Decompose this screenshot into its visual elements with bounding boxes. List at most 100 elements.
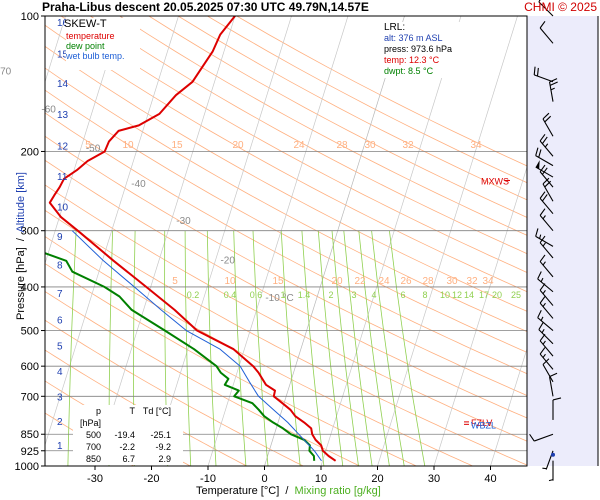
wind-barb-half-flag xyxy=(539,234,542,239)
wind-barb-flag xyxy=(539,208,546,216)
isotherm-line xyxy=(207,16,349,466)
wind-barb-half-flag xyxy=(544,143,549,148)
x-axis-label: Temperature [°C] / Mixing ratio [g/kg] xyxy=(196,485,381,497)
wind-barb xyxy=(539,283,554,306)
mixing-ratio-label: 20 xyxy=(232,140,244,151)
altitude-label: 16 xyxy=(57,18,69,29)
isotherm-label: -30 xyxy=(176,216,191,227)
wind-barb xyxy=(539,20,554,44)
isotherm-label: -50 xyxy=(86,143,101,154)
wind-barb-half-flag xyxy=(540,277,544,283)
wind-barb xyxy=(539,164,554,188)
wind-barb-flag xyxy=(544,115,552,123)
y-tick-label: 700 xyxy=(21,391,39,403)
wind-barb-staff xyxy=(534,433,554,442)
chart-title: Praha-Libus descent 20.05.2025 07:30 UTC… xyxy=(42,0,369,14)
isotherm-label: -70 xyxy=(0,67,12,78)
wind-barb-flag xyxy=(542,112,550,120)
x-tick-label: -20 xyxy=(144,473,160,485)
wind-barb-half-flag xyxy=(542,340,546,345)
wind-barb-flag xyxy=(538,0,541,3)
mixing-ratio-label: 28 xyxy=(336,140,348,151)
mixing-ratio-label: 6 xyxy=(400,290,405,300)
wind-barb xyxy=(542,177,554,202)
grid-lines xyxy=(45,16,527,466)
mixing-ratio-label: 0.6 xyxy=(250,290,263,300)
y-tick-label: 1000 xyxy=(15,461,39,473)
temperature-line xyxy=(48,16,337,462)
altitude-label: 10 xyxy=(57,202,69,213)
wind-barb-pennant xyxy=(535,160,540,170)
table-cell: -2.2 xyxy=(119,442,135,452)
mixing-ratio-label: 30 xyxy=(446,276,458,287)
dry-adiabat-line xyxy=(45,45,527,312)
altitude-label: 11 xyxy=(57,172,68,183)
mixing-ratio-label: 24 xyxy=(378,276,390,287)
altitude-label: 3 xyxy=(57,393,63,404)
wind-barb xyxy=(538,0,554,17)
isotherm-line xyxy=(45,16,123,265)
wind-barb-flag xyxy=(544,180,552,188)
altitude-label: 9 xyxy=(57,232,63,243)
wind-barb xyxy=(537,271,554,293)
mixing-ratio-axis-label: Mixing ratio [g/kg] xyxy=(294,485,381,497)
wind-barb-flag xyxy=(538,322,544,330)
wind-barb-half-flag xyxy=(542,353,546,358)
x-tick-label: 20 xyxy=(371,473,383,485)
wind-barb-staff xyxy=(548,376,554,397)
series-layer xyxy=(45,16,337,462)
wind-barb-staff xyxy=(538,329,554,345)
wind-barb xyxy=(539,208,554,232)
isotherm-label: -60 xyxy=(41,105,56,116)
wind-barb xyxy=(538,322,554,345)
legend-title: SKEW-T xyxy=(64,18,107,30)
wind-barb xyxy=(539,296,554,319)
wind-barb-staff xyxy=(539,242,554,259)
dew-point-line xyxy=(45,252,316,461)
x-tick-label: 10 xyxy=(315,473,327,485)
launch-info: LRL: alt: 376 m ASL press: 973.6 hPa tem… xyxy=(384,22,484,78)
dry-adiabat-line xyxy=(45,135,527,396)
mixing-ratio-label: 0.4 xyxy=(224,290,237,300)
wind-barb-half-flag xyxy=(540,316,544,321)
table-header-cell: T xyxy=(129,406,136,416)
y-tick-label: 200 xyxy=(21,146,39,158)
dry-adiabat-line xyxy=(45,89,527,353)
table-row: 850 6.7 2.9 xyxy=(73,453,183,465)
wind-barb-flag xyxy=(539,347,546,355)
table-row: 700 -2.2 -9.2 xyxy=(73,441,183,453)
mixing-ratio-label: 5 xyxy=(85,140,91,151)
wind-barb-flag xyxy=(549,372,558,378)
mixing-ratio-label: 1 xyxy=(280,290,285,300)
table-cell: 2.9 xyxy=(158,454,171,464)
legend-wet-bulb: wet bulb temp. xyxy=(66,51,125,61)
mixing-ratio-label: 30 xyxy=(364,140,376,151)
copyright-label: CHMI © 2025 xyxy=(524,0,597,14)
wind-barb-half-flag xyxy=(542,242,546,247)
dry-adiabat-line xyxy=(45,159,527,419)
table-cell: -25.1 xyxy=(150,430,171,440)
levels-table: p [hPa] T Td [°C] 500 -19.4 -25.1 700 -2… xyxy=(73,405,183,465)
plot-area xyxy=(45,16,527,466)
info-header: LRL: xyxy=(384,22,406,33)
info-pressure: press: 973.6 hPa xyxy=(384,44,453,54)
y-tick-label: 850 xyxy=(21,429,39,441)
mixing-ratio-label: 25 xyxy=(511,290,521,300)
table-cell: -19.4 xyxy=(114,430,135,440)
mixing-ratio-label: 34 xyxy=(470,140,482,151)
plot-frame xyxy=(44,15,528,467)
wind-barb xyxy=(552,397,562,420)
wind-barb xyxy=(539,254,554,278)
wind-barb-half-flag xyxy=(542,215,546,220)
y-tick-label: 925 xyxy=(21,446,39,458)
mixing-ratio-label: 22 xyxy=(354,276,366,287)
y-tick-label: 100 xyxy=(21,11,39,23)
dry-adiabat-line xyxy=(90,16,527,255)
altitude-label: 7 xyxy=(57,289,63,300)
wind-barb-flag xyxy=(539,254,546,262)
wet-bulb-line xyxy=(71,230,322,462)
wind-barb xyxy=(539,235,554,259)
level-marker-label: WBZL xyxy=(471,420,496,430)
wind-barb-half-flag xyxy=(542,302,546,307)
wind-barb-flag xyxy=(536,67,539,77)
